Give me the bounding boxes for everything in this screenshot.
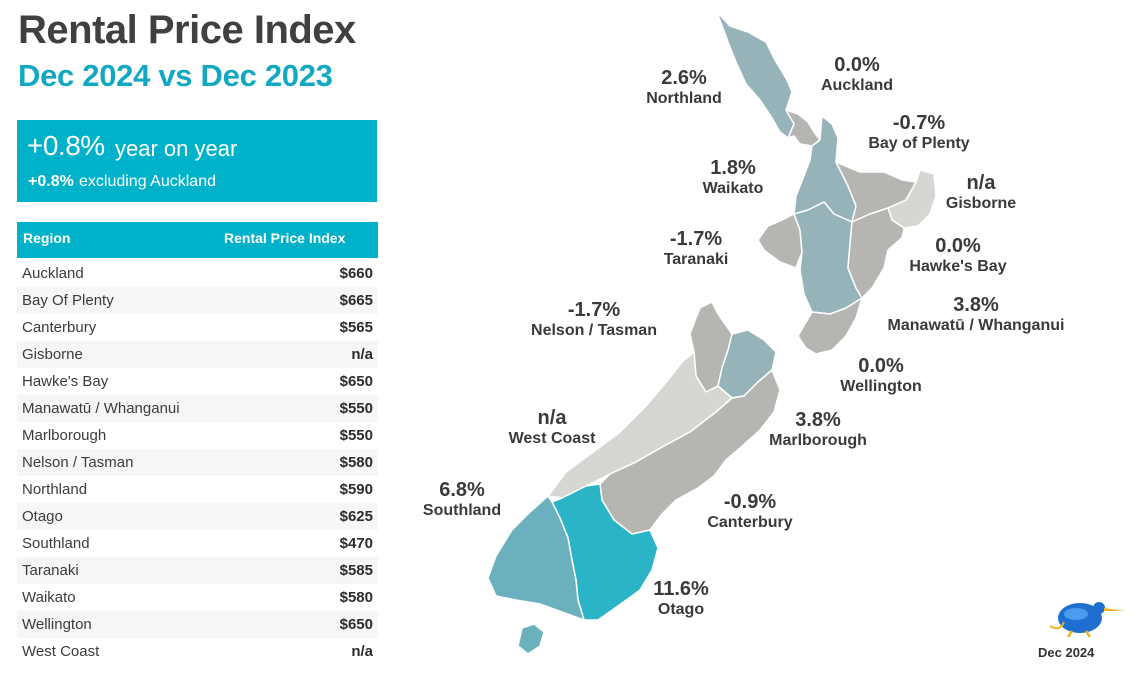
table-body: Auckland $660 Bay Of Plenty $665 Canterbur… xyxy=(17,260,378,665)
region-name: Hawke's Bay xyxy=(22,373,109,390)
region-value: $625 xyxy=(339,508,373,525)
region-value: $590 xyxy=(339,481,373,498)
map-label-auckland: 0.0% Auckland xyxy=(820,54,894,94)
map-label-west-coast: n/a West Coast xyxy=(508,407,596,447)
table-row: Hawke's Bay $650 xyxy=(17,368,378,395)
region-name: Northland xyxy=(22,481,88,498)
region-value: $550 xyxy=(339,400,373,417)
region-southland[interactable] xyxy=(487,495,585,621)
table-row: Bay Of Plenty $665 xyxy=(17,287,378,314)
region-value: $650 xyxy=(339,373,373,390)
page-subtitle: Dec 2024 vs Dec 2023 xyxy=(18,58,333,93)
map-label-manawatu: 3.8% Manawatū / Whanganui xyxy=(887,294,1065,334)
region-value: $565 xyxy=(339,319,373,336)
table-row: Southland $470 xyxy=(17,530,378,557)
map-label-bay-of-plenty: -0.7% Bay of Plenty xyxy=(868,112,970,152)
region-value: $470 xyxy=(339,535,373,552)
table-row: Canterbury $565 xyxy=(17,314,378,341)
region-name: Bay Of Plenty xyxy=(22,292,114,309)
region-value: n/a xyxy=(351,346,373,363)
column-header-index[interactable]: Rental Price Index xyxy=(224,230,346,246)
yoy-label: year on year xyxy=(115,136,238,161)
region-name: Southland xyxy=(22,535,90,552)
map-label-wellington: 0.0% Wellington xyxy=(840,355,922,395)
region-name: Marlborough xyxy=(22,427,107,444)
region-wellington[interactable] xyxy=(797,297,863,355)
table-row: Nelson / Tasman $580 xyxy=(17,449,378,476)
region-name: Auckland xyxy=(22,265,84,282)
map-label-nelson-tasman: -1.7% Nelson / Tasman xyxy=(531,299,657,339)
table-row: Gisborne n/a xyxy=(17,341,378,368)
excl-auckland-change: +0.8% xyxy=(28,173,74,190)
map-label-northland: 2.6% Northland xyxy=(646,67,722,107)
region-value: $660 xyxy=(339,265,373,282)
region-canterbury[interactable] xyxy=(599,369,781,535)
table-header: Region Rental Price Index xyxy=(17,222,378,258)
region-name: Gisborne xyxy=(22,346,83,363)
region-value: $550 xyxy=(339,427,373,444)
map-label-gisborne: n/a Gisborne xyxy=(945,172,1017,212)
region-value: $580 xyxy=(339,589,373,606)
table-row: Wellington $650 xyxy=(17,611,378,638)
table-row: Manawatū / Whanganui $550 xyxy=(17,395,378,422)
table-row: Taranaki $585 xyxy=(17,557,378,584)
region-value: $665 xyxy=(339,292,373,309)
table-row: Otago $625 xyxy=(17,503,378,530)
region-northland[interactable] xyxy=(716,11,795,139)
region-taranaki[interactable] xyxy=(757,213,803,269)
map-label-marlborough: 3.8% Marlborough xyxy=(769,409,867,449)
region-hawkes-bay[interactable] xyxy=(847,207,905,299)
summary-box: +0.8% year on year +0.8% excluding Auckl… xyxy=(17,120,377,202)
excl-auckland-label: excluding Auckland xyxy=(79,173,216,190)
map-label-taranaki: -1.7% Taranaki xyxy=(663,228,729,268)
region-name: Wellington xyxy=(22,616,92,633)
table-row: Auckland $660 xyxy=(17,260,378,287)
region-west-coast[interactable] xyxy=(547,351,733,499)
region-gisborne[interactable] xyxy=(887,169,937,229)
map-label-southland: 6.8% Southland xyxy=(422,479,502,519)
map-label-otago: 11.6% Otago xyxy=(653,578,709,618)
kiwi-bird-icon xyxy=(1050,602,1125,638)
yoy-change: +0.8% xyxy=(27,130,105,161)
region-name: Taranaki xyxy=(22,562,79,579)
table-row: West Coast n/a xyxy=(17,638,378,665)
region-value: $650 xyxy=(339,616,373,633)
map-label-canterbury: -0.9% Canterbury xyxy=(707,491,793,531)
table-row: Waikato $580 xyxy=(17,584,378,611)
region-value: $585 xyxy=(339,562,373,579)
column-header-region[interactable]: Region xyxy=(23,230,71,246)
table-row: Marlborough $550 xyxy=(17,422,378,449)
region-name: Nelson / Tasman xyxy=(22,454,134,471)
stewart-island xyxy=(517,623,545,655)
region-name: Canterbury xyxy=(22,319,97,336)
region-value: n/a xyxy=(351,643,373,660)
region-name: Otago xyxy=(22,508,63,525)
region-value: $580 xyxy=(339,454,373,471)
footer-date: Dec 2024 xyxy=(1038,645,1095,660)
map-label-hawkes-bay: 0.0% Hawke's Bay xyxy=(909,235,1007,275)
nz-region-map xyxy=(487,11,937,655)
region-name: Waikato xyxy=(22,589,76,606)
table-row: Northland $590 xyxy=(17,476,378,503)
region-name: West Coast xyxy=(22,643,100,660)
region-name: Manawatū / Whanganui xyxy=(22,400,180,417)
map-label-waikato: 1.8% Waikato xyxy=(702,157,764,197)
page-title: Rental Price Index xyxy=(18,8,356,52)
